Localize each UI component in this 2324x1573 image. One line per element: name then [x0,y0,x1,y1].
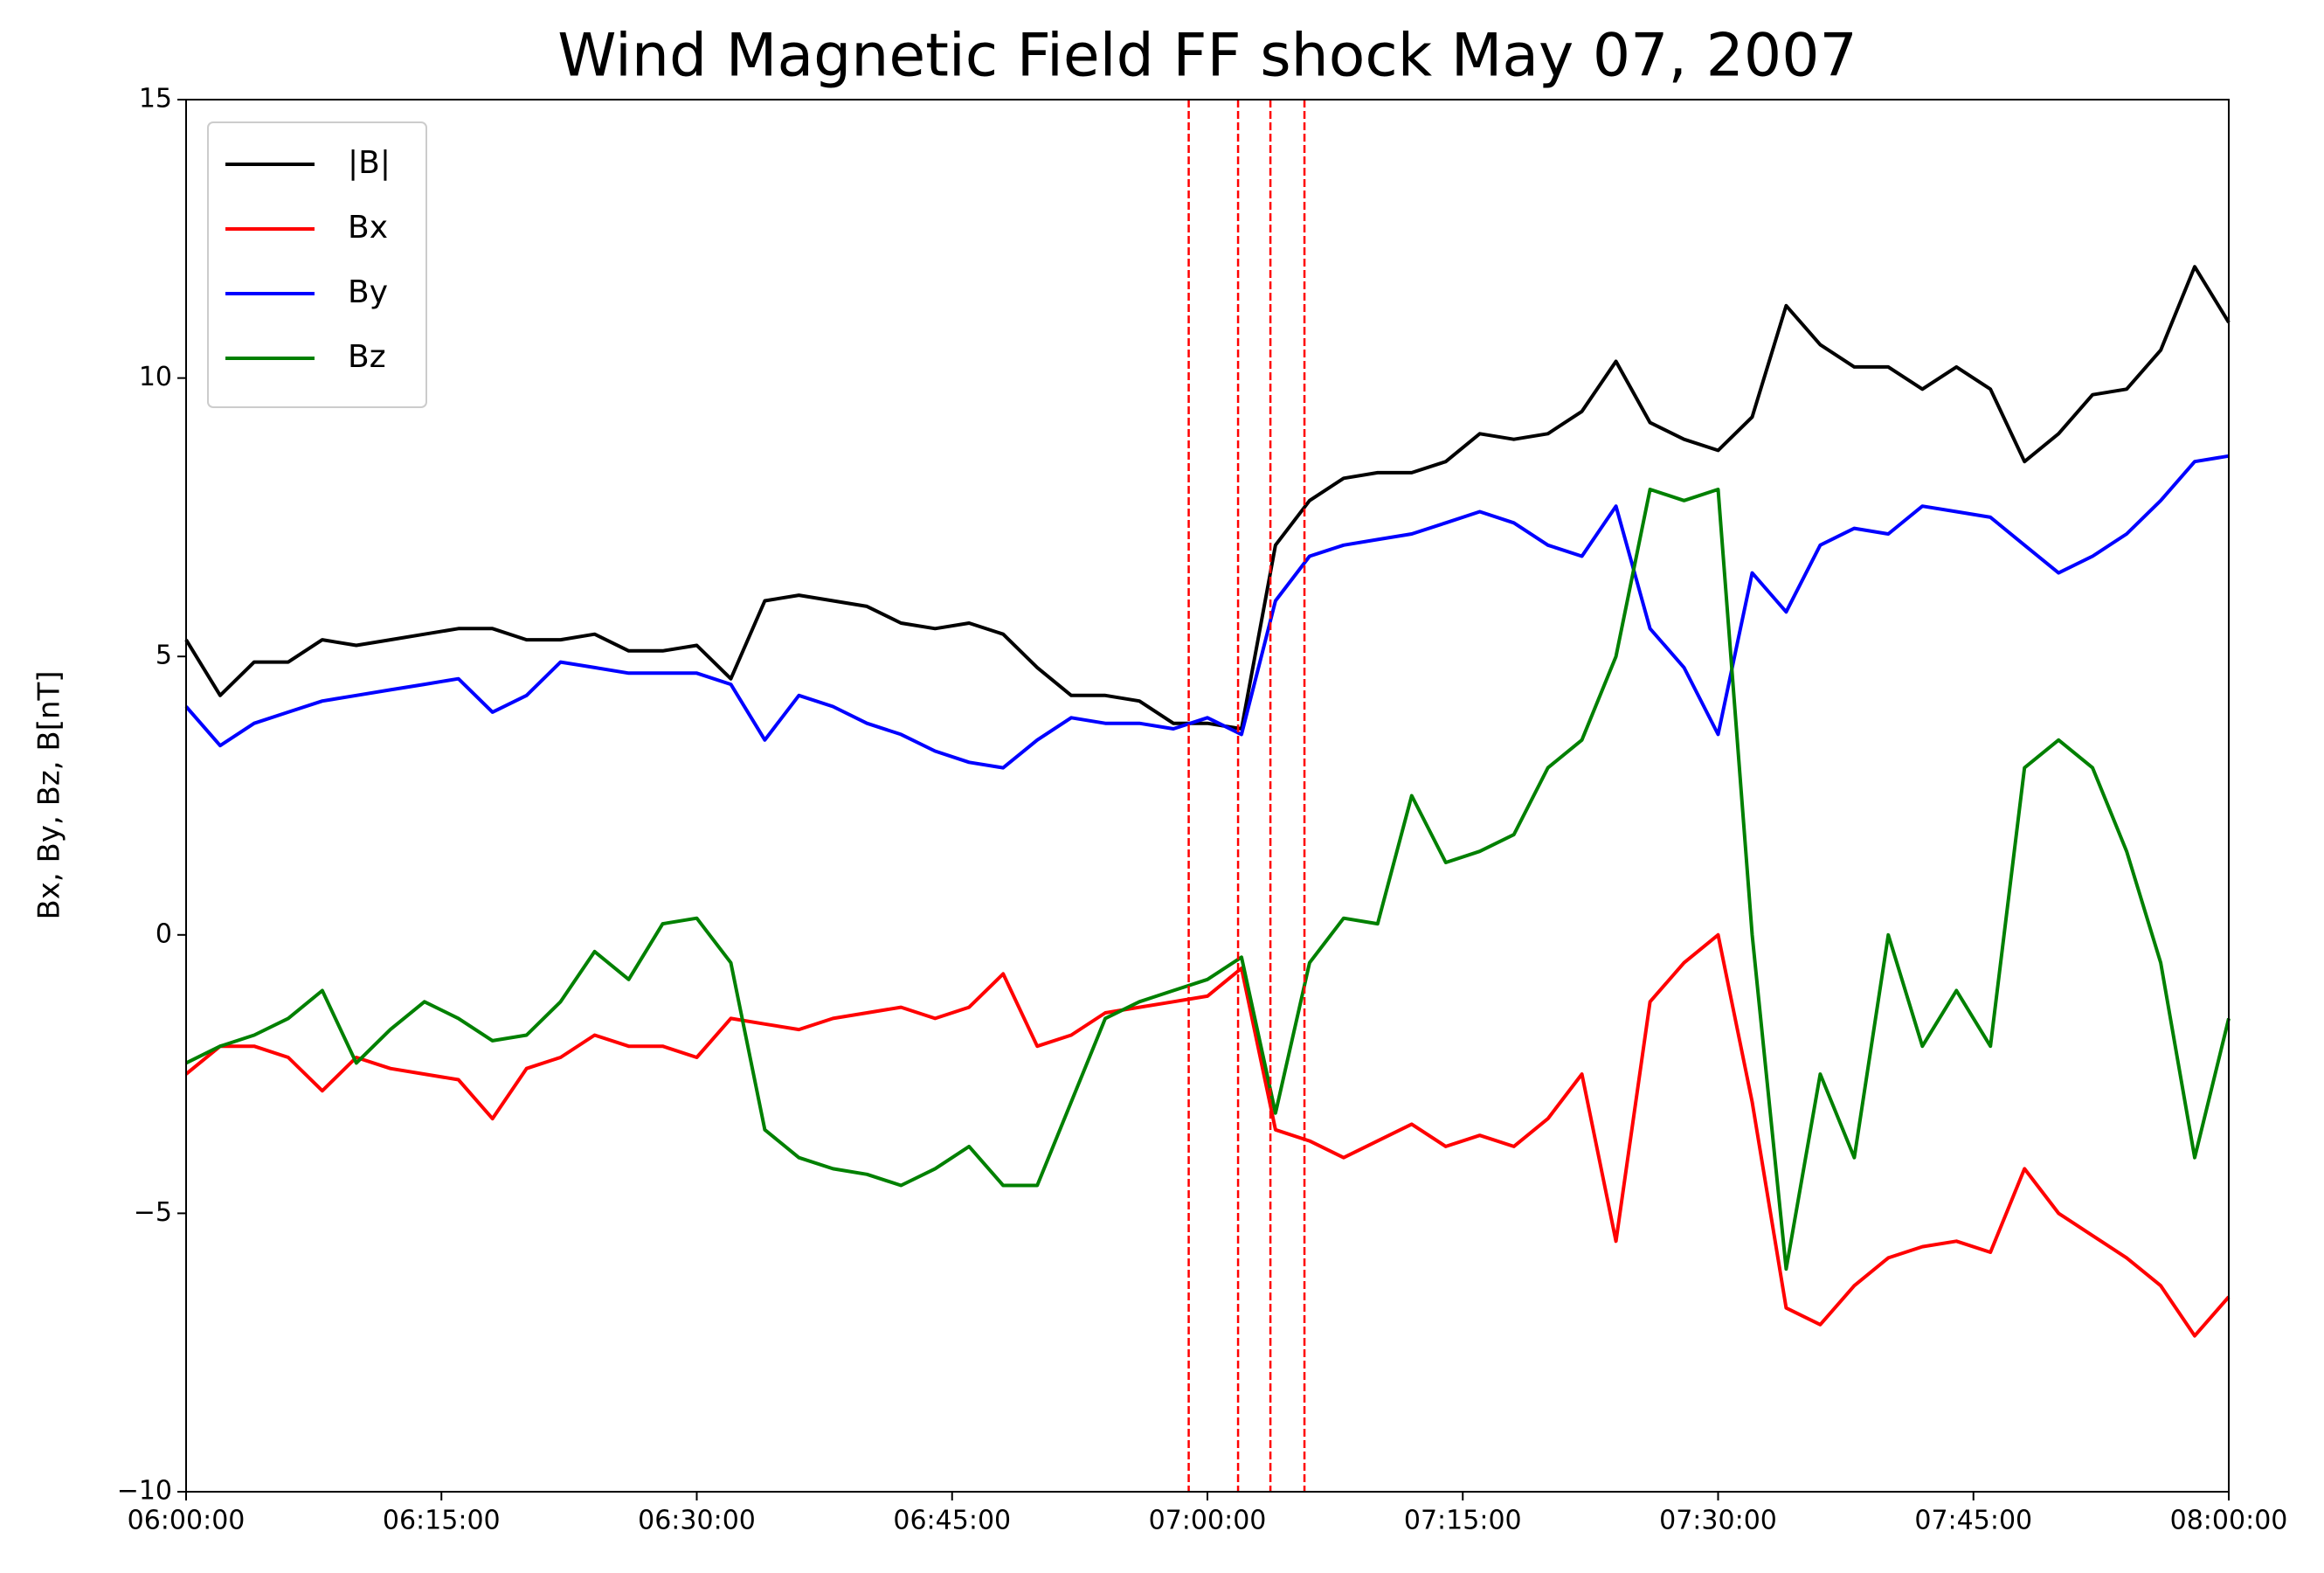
chart-title: Wind Magnetic Field FF shock May 07, 200… [557,22,1857,91]
y-tick-label: −10 [117,1476,172,1507]
x-tick-label: 07:15:00 [1404,1506,1522,1536]
y-tick-label: 15 [139,84,172,114]
x-tick-label: 06:00:00 [128,1506,246,1536]
x-tick-label: 06:45:00 [893,1506,1011,1536]
legend-label: |B| [348,145,391,181]
series-line [185,488,2231,1272]
x-tick-label: 07:30:00 [1659,1506,1777,1536]
series-line [184,265,2231,731]
x-tick-label: 08:00:00 [2170,1506,2288,1536]
y-tick-label: −5 [134,1197,172,1228]
y-tick-label: 0 [156,918,172,949]
legend-box [207,121,427,408]
x-tick-label: 07:00:00 [1149,1506,1267,1536]
series-line [184,932,2231,1338]
legend-label: Bz [348,339,386,375]
series-line [184,454,2230,770]
x-tick-label: 06:15:00 [383,1506,501,1536]
x-tick-label: 06:30:00 [638,1506,756,1536]
y-axis-label: Bx, By, Bz, B[nT] [32,670,67,919]
x-tick-label: 07:45:00 [1914,1506,2032,1536]
plot-frame [185,99,2230,1493]
legend-label: Bx [348,210,388,246]
legend-label: By [348,274,388,310]
y-tick-label: 5 [156,641,172,671]
y-tick-label: 10 [139,362,172,392]
